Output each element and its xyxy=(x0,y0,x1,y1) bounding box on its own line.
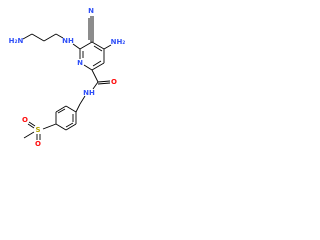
bond xyxy=(43,33,57,42)
bond xyxy=(27,123,35,129)
bond xyxy=(91,69,99,83)
atom-label: NH xyxy=(62,37,74,45)
bond xyxy=(28,121,36,127)
bond xyxy=(57,108,66,114)
molecule: H₂N NH N N NH₂ O NH S O O xyxy=(9,7,126,148)
bond xyxy=(23,131,35,139)
bonds xyxy=(22,16,112,140)
atom-label: O xyxy=(35,140,41,148)
bond xyxy=(79,41,93,50)
atom-label: O xyxy=(111,78,117,86)
bond xyxy=(103,44,112,50)
atom-label: NH xyxy=(83,89,95,97)
bond xyxy=(55,105,67,113)
atom-label: S xyxy=(35,126,40,134)
atom-labels: H₂N NH N N NH₂ O NH S O O xyxy=(9,7,126,148)
bond xyxy=(65,122,74,128)
bond xyxy=(92,81,99,90)
bond xyxy=(79,95,86,105)
bond xyxy=(65,123,77,131)
bond xyxy=(22,33,33,40)
bond xyxy=(65,105,77,113)
bond xyxy=(55,123,67,131)
bond xyxy=(91,41,105,50)
bond xyxy=(97,82,111,85)
atom-label: NH₂ xyxy=(111,38,126,46)
atom-label: N xyxy=(88,7,94,15)
bond xyxy=(97,80,111,83)
atom-label: N xyxy=(77,59,83,67)
bond xyxy=(55,33,64,39)
bond xyxy=(42,123,57,130)
atom-label: O xyxy=(22,116,28,124)
bond xyxy=(92,60,102,67)
bond xyxy=(31,33,45,42)
bond xyxy=(93,45,103,52)
bond xyxy=(75,103,81,113)
bond xyxy=(83,64,93,71)
atom-label: H₂N xyxy=(9,37,24,45)
bond xyxy=(72,43,81,50)
bond xyxy=(91,62,105,71)
